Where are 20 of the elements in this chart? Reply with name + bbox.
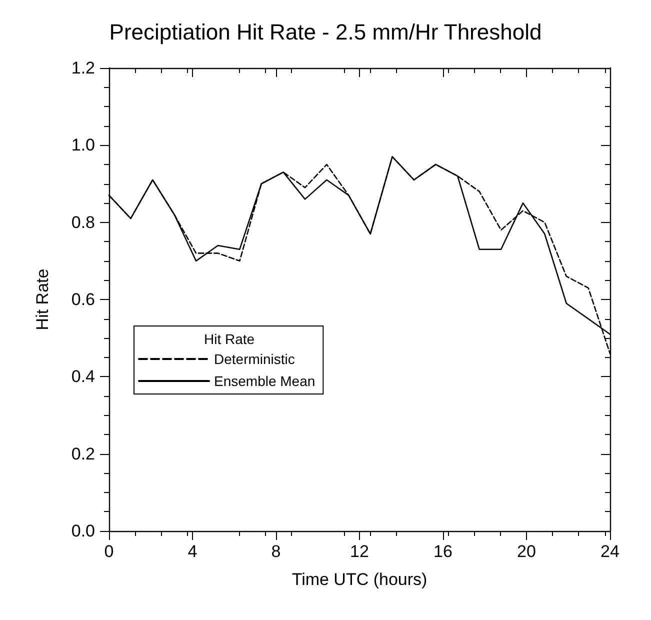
x-tick-label: 0 — [104, 542, 114, 561]
x-tick-label: 8 — [271, 542, 281, 561]
y-tick-label: 0.2 — [71, 444, 95, 464]
x-axis-title: Time UTC (hours) — [292, 570, 428, 589]
y-tick-label: 0.8 — [71, 212, 95, 232]
y-tick-label: 0.4 — [71, 367, 95, 386]
x-tick-label: 12 — [350, 542, 369, 561]
y-tick-label: 0.0 — [71, 522, 95, 540]
legend-title: Hit Rate — [204, 331, 255, 347]
x-tick-label: 4 — [188, 542, 198, 561]
y-tick-label: 0.6 — [71, 290, 95, 309]
y-tick-label: 1.0 — [71, 136, 95, 155]
y-tick-label: 1.2 — [71, 58, 95, 78]
x-tick-label: 20 — [517, 542, 536, 561]
legend-label: Ensemble Mean — [214, 373, 316, 389]
x-tick-label: 24 — [600, 542, 620, 561]
y-axis-title: Hit Rate — [33, 268, 52, 330]
chart-title: Preciptiation Hit Rate - 2.5 mm/Hr Threshold — [109, 20, 542, 44]
legend-label: Deterministic — [214, 351, 295, 367]
x-tick-label: 16 — [434, 542, 452, 561]
